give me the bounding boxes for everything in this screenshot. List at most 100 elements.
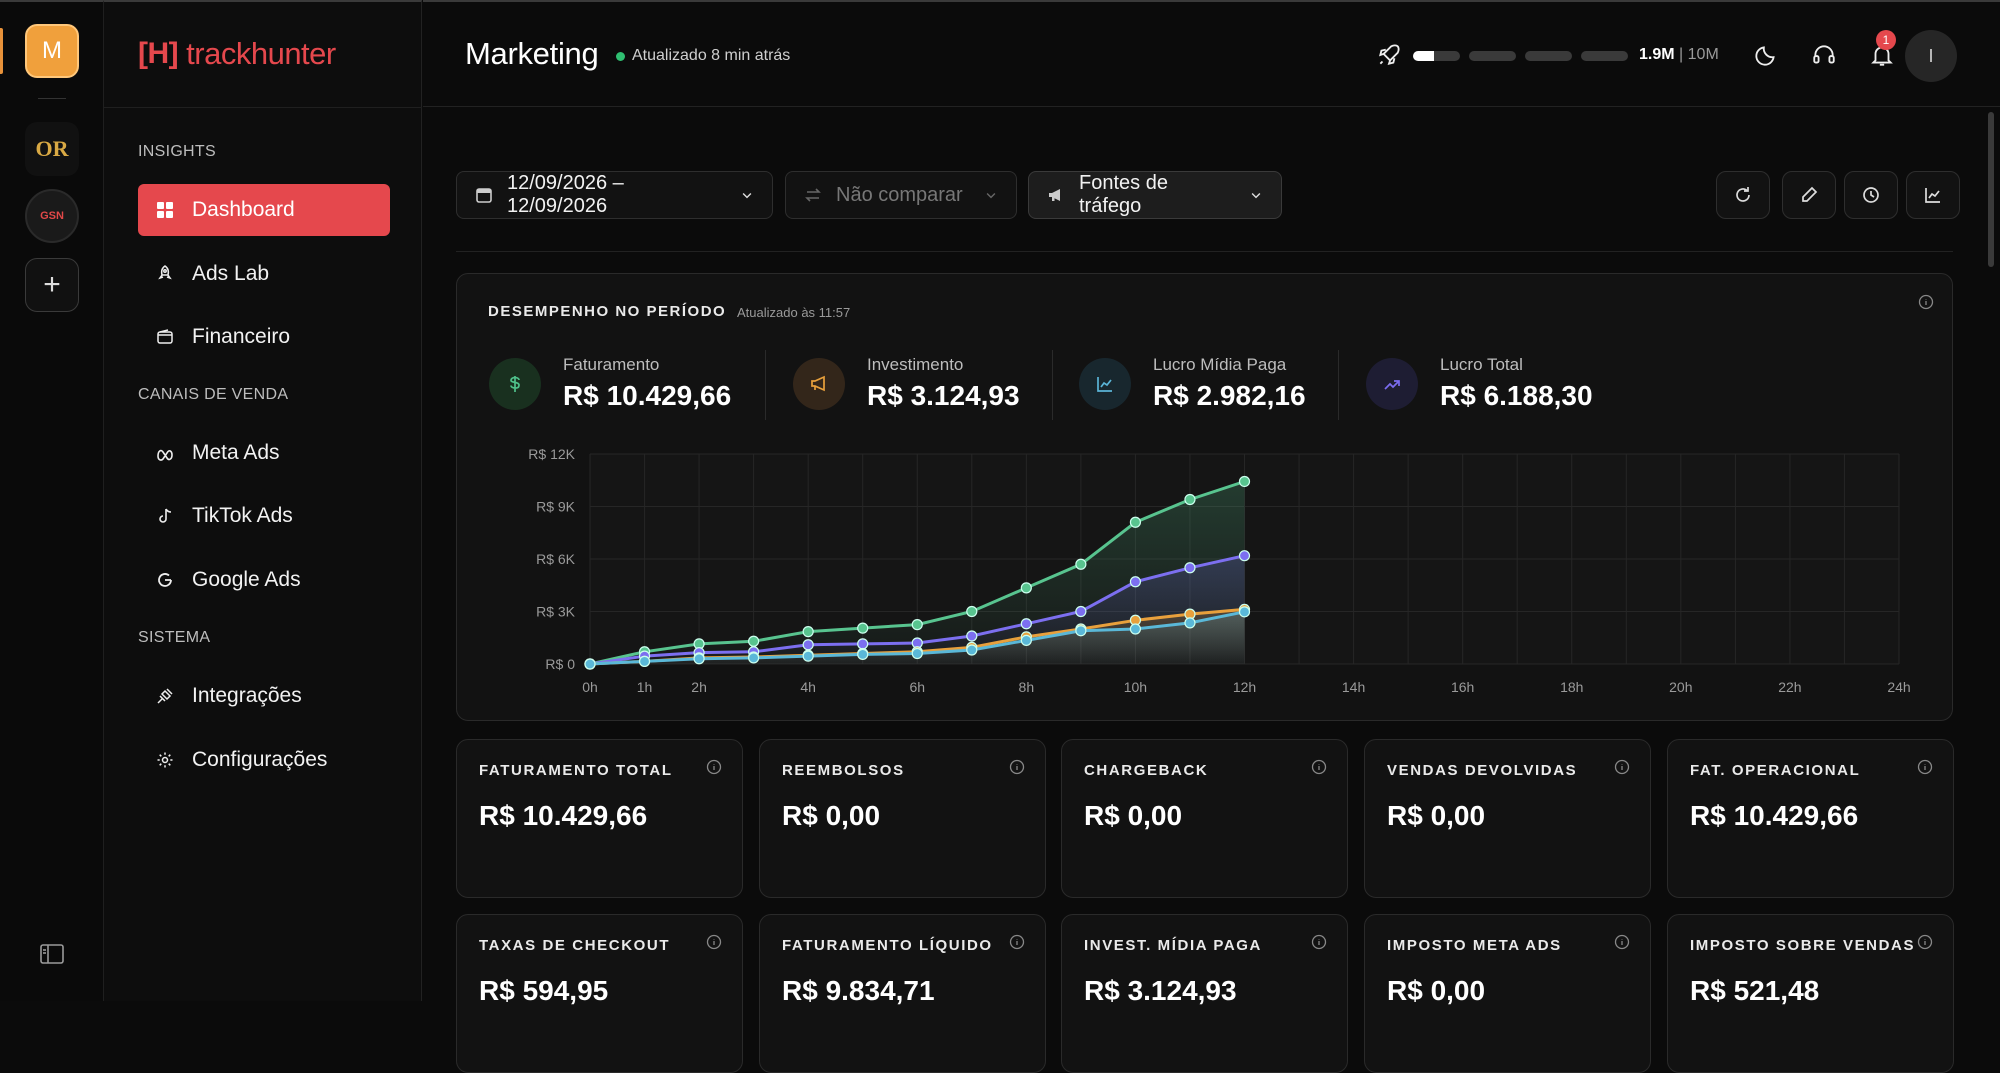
swap-icon [805,188,821,202]
x-tick-label: 16h [1451,679,1474,695]
info-icon[interactable] [706,934,722,950]
avatar[interactable]: I [1905,30,1957,82]
edit-button[interactable] [1782,171,1836,219]
sidebar-item-financeiro[interactable]: Financeiro [138,311,390,363]
metric-label: FATURAMENTO TOTAL [479,762,673,779]
sidebar: [H] trackhunter INSIGHTS Dashboard Ads L… [104,0,422,1001]
info-icon[interactable] [1009,759,1025,775]
usage-segment [1413,51,1460,61]
chevron-down-icon [986,192,996,199]
y-tick-label: R$ 3K [536,604,576,620]
usage-segment [1469,51,1516,61]
section-title-insights: INSIGHTS [138,143,216,160]
data-point [638,655,651,667]
metric-card: IMPOSTO META ADS R$ 0,00 [1364,914,1651,1073]
info-icon[interactable] [1311,934,1327,950]
data-point [1184,562,1196,574]
headset-icon[interactable] [1811,42,1837,68]
sidebar-item-configuracoes[interactable]: Configurações [138,734,390,786]
metric-card: REEMBOLSOS R$ 0,00 [759,739,1046,898]
workspace-m[interactable]: M [25,24,79,78]
data-point [1184,617,1196,629]
logo-text: trackhunter [186,36,336,71]
info-icon[interactable] [1614,934,1630,950]
logo[interactable]: [H] trackhunter [138,36,336,72]
info-icon[interactable] [1918,294,1934,310]
sidebar-item-dashboard[interactable]: Dashboard [138,184,390,236]
date-range-value: 12/09/2026 – 12/09/2026 [507,172,624,217]
scrollbar[interactable] [1988,112,1994,267]
metric-value: R$ 3.124,93 [1084,975,1237,1006]
info-icon[interactable] [1614,759,1630,775]
kpi-label: Faturamento [563,355,660,374]
meta-icon [157,449,173,461]
data-point [748,652,760,664]
info-icon[interactable] [1917,934,1933,950]
sidebar-item-label: Dashboard [192,198,295,221]
dollar-icon [489,357,541,410]
sidebar-item-ads-lab[interactable]: Ads Lab [138,248,390,300]
metric-card: CHARGEBACK R$ 0,00 [1061,739,1348,898]
data-point [1075,558,1087,570]
rocket-icon[interactable] [1376,42,1402,68]
info-icon[interactable] [1311,759,1327,775]
data-point [1238,550,1251,562]
workspace-or[interactable]: OR [25,122,79,176]
data-point [748,635,760,647]
metric-label: VENDAS DEVOLVIDAS [1387,762,1578,779]
pencil-icon [1802,186,1818,202]
google-icon [158,573,172,587]
logo-divider [104,107,422,108]
data-point [966,644,978,656]
data-point [1129,623,1142,635]
performance-panel: DESEMPENHO NO PERÍODO Atualizado às 11:5… [456,273,1953,721]
kpi-value: R$ 6.188,30 [1440,380,1593,411]
metric-value: R$ 0,00 [1387,975,1486,1006]
data-point [1129,516,1142,528]
chart-view-button[interactable] [1906,171,1960,219]
data-point [1075,605,1087,618]
metric-value: R$ 521,48 [1690,975,1820,1006]
refresh-button[interactable] [1716,171,1770,219]
x-tick-label: 20h [1669,679,1692,695]
x-tick-label: 18h [1560,679,1583,695]
info-icon[interactable] [1009,934,1025,950]
add-workspace-button[interactable]: + [25,258,79,312]
compare-select[interactable]: Não comparar [785,171,1017,219]
x-tick-label: 1h [637,679,653,695]
metric-label: REEMBOLSOS [782,762,905,779]
data-point [1129,576,1142,588]
kpi-divider [765,350,766,420]
sidebar-item-google-ads[interactable]: Google Ads [138,554,390,606]
section-title-sistema: SISTEMA [138,629,211,646]
sidebar-item-integracoes[interactable]: Integrações [138,670,390,722]
sidebar-item-meta-ads[interactable]: Meta Ads [138,427,390,479]
info-icon[interactable] [706,759,722,775]
status-dot [616,51,625,61]
metric-card: IMPOSTO SOBRE VENDAS R$ 521,48 [1667,914,1954,1073]
metric-value: R$ 9.834,71 [782,975,935,1006]
kpi-investimento: Investimento R$ 3.124,93 [793,355,1020,412]
workspace-gsn[interactable]: GSN [25,189,79,243]
calendar-icon [476,188,492,203]
info-icon[interactable] [1917,759,1933,775]
metric-label: CHARGEBACK [1084,762,1209,779]
kpi-faturamento: Faturamento R$ 10.429,66 [489,355,731,412]
y-tick-label: R$ 9K [536,499,576,515]
metric-card: INVEST. MÍDIA PAGA R$ 3.124,93 [1061,914,1348,1073]
plug-icon [157,688,173,704]
grid-icon [157,202,173,218]
traffic-sources-select[interactable]: Fontes de tráfego [1028,171,1282,219]
moon-icon[interactable] [1753,42,1779,68]
wallet-icon [157,329,173,344]
x-tick-label: 24h [1887,679,1910,695]
kpi-label: Lucro Total [1440,355,1523,374]
sidebar-toggle-icon[interactable] [40,944,64,964]
history-button[interactable] [1844,171,1898,219]
date-range-picker[interactable]: 12/09/2026 – 12/09/2026 [456,171,773,219]
sidebar-item-tiktok-ads[interactable]: TikTok Ads [138,490,390,542]
metric-label: IMPOSTO SOBRE VENDAS [1690,937,1916,954]
x-tick-label: 4h [800,679,816,695]
data-point [802,639,814,651]
refresh-icon [1736,187,1750,202]
